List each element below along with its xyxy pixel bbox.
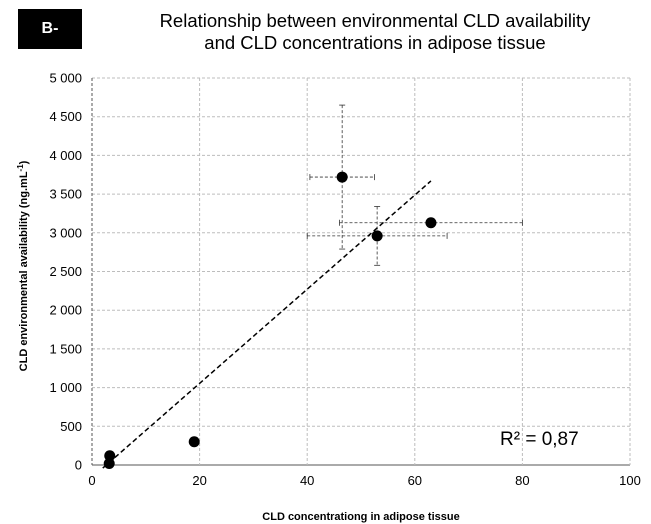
trendline-group: [102, 180, 432, 469]
x-tick-label: 80: [515, 473, 529, 488]
x-tick-label: 100: [619, 473, 641, 488]
y-tick-label: 1 000: [49, 380, 82, 395]
chart-title-line-2: and CLD concentrations in adipose tissue: [204, 32, 546, 53]
gridlines: [91, 77, 631, 466]
y-tick-label: 500: [60, 419, 82, 434]
y-axis-label-close: ): [18, 160, 30, 164]
data-point: [425, 217, 437, 229]
y-tick-label: 2 500: [49, 264, 82, 279]
y-tick-label: 0: [75, 458, 82, 473]
x-tick-label: 20: [192, 473, 206, 488]
data-point: [104, 450, 116, 462]
data-point: [188, 436, 200, 448]
data-point: [371, 230, 383, 242]
y-tick-label: 5 000: [49, 71, 82, 86]
x-tick-label: 60: [408, 473, 422, 488]
y-axis-label-main: CLD environmental availability (ng.mL: [18, 171, 30, 371]
y-tick-label: 3 000: [49, 225, 82, 240]
panel-badge: B-: [18, 9, 82, 49]
y-tick-label: 3 500: [49, 187, 82, 202]
x-axis-label: CLD concentrationg in adipose tissue: [262, 511, 459, 523]
x-tick-label: 0: [88, 473, 95, 488]
data-points: [103, 171, 437, 469]
y-tick-label: 4 000: [49, 148, 82, 163]
r-squared-annotation: R² = 0,87: [500, 429, 579, 450]
y-axis-label-superscript: -1: [16, 164, 25, 172]
chart-title: Relationship between environmental CLD a…: [110, 10, 640, 54]
y-axis-label: CLD environmental availability (ng.mL-1): [16, 160, 30, 371]
x-tick-label: 40: [300, 473, 314, 488]
chart-title-line-1: Relationship between environmental CLD a…: [159, 10, 591, 31]
trendline: [102, 180, 432, 469]
y-tick-label: 4 500: [49, 109, 82, 124]
y-tick-label: 1 500: [49, 341, 82, 356]
x-axis-ticks: 0 20 40 60 80 100: [88, 473, 640, 488]
y-axis-ticks: 0 500 1 000 1 500 2 000 2 500 3 000 3 500 4 000 4…: [49, 71, 82, 473]
y-tick-label: 2 000: [49, 303, 82, 318]
data-point: [336, 171, 348, 183]
